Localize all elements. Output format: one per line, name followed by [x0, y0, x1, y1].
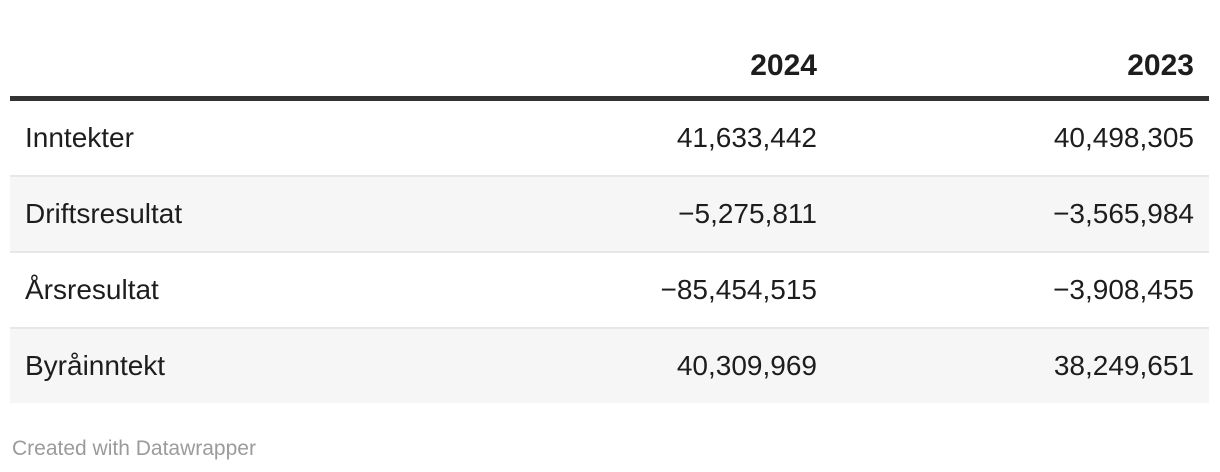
- value-cell-2023: −3,565,984: [832, 175, 1209, 252]
- financial-table: 2024 2023 Inntekter 41,633,442 40,498,30…: [10, 35, 1209, 403]
- table-row: Driftsresultat −5,275,811 −3,565,984: [10, 175, 1209, 252]
- datawrapper-attribution-link[interactable]: Created with Datawrapper: [12, 437, 256, 460]
- value-cell-2023: 38,249,651: [832, 327, 1209, 403]
- column-header-empty: [10, 35, 455, 101]
- table-header-row: 2024 2023: [10, 35, 1209, 101]
- row-label-byrainntekt: Byråinntekt: [10, 327, 455, 403]
- row-label-arsresultat: Årsresultat: [10, 251, 455, 328]
- row-label-driftsresultat: Driftsresultat: [10, 175, 455, 252]
- value-cell-2023: 40,498,305: [1053, 122, 1194, 153]
- table-row: Inntekter 41,633,442 40,498,305: [10, 99, 1209, 177]
- value-cell-2024: −85,454,515: [455, 251, 832, 328]
- column-header-2024: 2024: [455, 35, 832, 101]
- table-row: Byråinntekt 40,309,969 38,249,651: [10, 327, 1209, 403]
- value-cell-2024: 40,309,969: [455, 327, 832, 403]
- table-row: Årsresultat −85,454,515 −3,908,455: [10, 251, 1209, 328]
- column-header-2023: 2023: [832, 35, 1209, 101]
- value-cell-2024: −5,275,811: [455, 175, 832, 252]
- value-cell-2023: −3,908,455: [832, 251, 1209, 328]
- row-label-inntekter: Inntekter: [25, 122, 134, 153]
- value-cell-2024: 41,633,442: [676, 122, 817, 153]
